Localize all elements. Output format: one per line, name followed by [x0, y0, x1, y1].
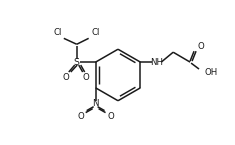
Text: O: O	[107, 112, 114, 121]
Text: S: S	[74, 58, 80, 67]
Text: O: O	[63, 74, 69, 83]
Text: O: O	[82, 74, 89, 83]
Text: N: N	[92, 99, 99, 108]
Text: Cl: Cl	[91, 28, 100, 37]
Text: NH: NH	[150, 58, 163, 67]
Text: O: O	[197, 42, 204, 51]
Text: Cl: Cl	[54, 28, 62, 37]
Text: OH: OH	[204, 68, 217, 77]
Text: O: O	[77, 112, 84, 121]
